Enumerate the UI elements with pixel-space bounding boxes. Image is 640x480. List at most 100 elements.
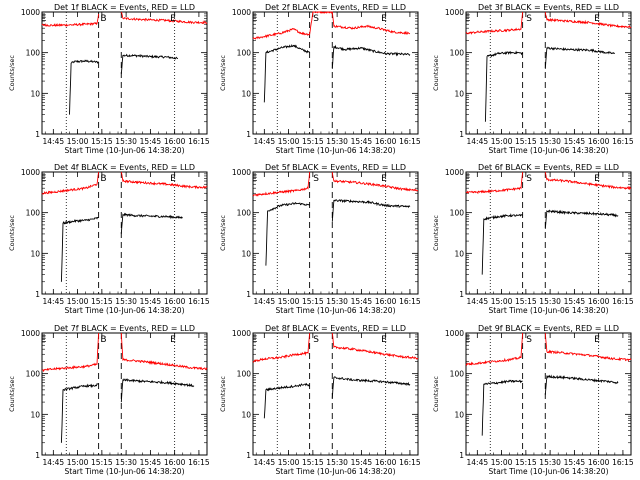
y-tick-label: 1	[459, 451, 464, 460]
y-axis-label: Counts/sec	[219, 376, 227, 412]
plot-frame	[465, 332, 632, 456]
x-axis-label: Start Time (10-Jun-06 14:38:20)	[276, 467, 396, 476]
x-tick-label: 15:30	[115, 137, 137, 146]
x-tick-label: 15:15	[515, 297, 537, 306]
event-marker-label: E	[252, 335, 258, 345]
x-axis-label: Start Time (10-Jun-06 14:38:20)	[65, 146, 185, 155]
series-lld-line	[41, 171, 208, 195]
y-tick-label: 10	[454, 89, 464, 98]
panel-title: Det 1f BLACK = Events, RED = LLD	[54, 3, 195, 12]
y-tick-label: 100	[237, 209, 252, 218]
y-tick-label: 1	[459, 290, 464, 299]
y-tick-label: 1	[35, 130, 40, 139]
x-tick-label: 15:15	[515, 137, 537, 146]
y-tick-label: 1000	[445, 8, 464, 17]
y-tick-label: 10	[454, 410, 464, 419]
y-axis-label: Counts/sec	[219, 55, 227, 91]
y-tick-label: 1000	[232, 168, 251, 177]
y-tick-label: 1	[35, 451, 40, 460]
series-events-line	[69, 53, 178, 115]
x-tick-label: 14:45	[254, 458, 276, 467]
y-tick-label: 100	[237, 370, 252, 379]
y-axis-label: Counts/sec	[8, 55, 16, 91]
x-tick-label: 15:45	[140, 297, 162, 306]
x-tick-label: 15:45	[140, 137, 162, 146]
y-tick-label: 1	[35, 290, 40, 299]
y-tick-label: 10	[241, 89, 251, 98]
x-tick-label: 15:00	[491, 137, 513, 146]
x-tick-label: 16:15	[612, 458, 634, 467]
y-tick-label: 1	[246, 290, 251, 299]
y-tick-label: 100	[26, 49, 41, 58]
y-tick-label: 1000	[445, 168, 464, 177]
event-marker-label: E	[41, 174, 47, 184]
panel-title: Det 8f BLACK = Events, RED = LLD	[265, 324, 406, 333]
x-tick-label: 16:00	[375, 137, 397, 146]
event-marker-label: E	[170, 174, 176, 184]
y-axis-label: Counts/sec	[8, 215, 16, 251]
x-tick-label: 16:00	[164, 458, 186, 467]
x-tick-label: 15:00	[67, 297, 89, 306]
x-axis-label: Start Time (10-Jun-06 14:38:20)	[65, 467, 185, 476]
panel-det-5: Det 5f BLACK = Events, RED = LLD 1 10 100 10…	[219, 163, 421, 315]
y-tick-label: 10	[30, 249, 40, 258]
x-tick-label: 16:15	[188, 297, 210, 306]
x-axis-label: Start Time (10-Jun-06 14:38:20)	[489, 146, 609, 155]
x-tick-label: 15:00	[491, 297, 513, 306]
event-marker-label: E	[41, 335, 47, 345]
panel-det-7: Det 7f BLACK = Events, RED = LLD 1 10 100 10…	[8, 324, 210, 476]
x-tick-label: 15:15	[302, 137, 324, 146]
event-marker-label: B	[100, 14, 106, 24]
series-lld-line	[465, 171, 632, 195]
series-lld-line	[252, 11, 411, 40]
y-tick-label: 100	[26, 370, 41, 379]
panel-det-2: Det 2f BLACK = Events, RED = LLD 1 10 100 10…	[219, 3, 421, 155]
x-tick-label: 14:45	[43, 297, 65, 306]
x-tick-label: 15:30	[115, 297, 137, 306]
x-tick-label: 15:15	[91, 137, 113, 146]
y-tick-label: 1	[459, 130, 464, 139]
x-tick-label: 15:00	[491, 458, 513, 467]
x-tick-label: 15:30	[539, 137, 561, 146]
y-axis-label: Counts/sec	[8, 376, 16, 412]
x-tick-label: 16:00	[164, 137, 186, 146]
y-tick-label: 10	[241, 410, 251, 419]
y-tick-label: 1000	[232, 329, 251, 338]
panel-title: Det 9f BLACK = Events, RED = LLD	[478, 324, 619, 333]
series-events-line	[60, 212, 183, 282]
event-marker-label: E	[41, 14, 47, 24]
x-tick-label: 15:45	[351, 297, 373, 306]
x-tick-label: 16:00	[164, 297, 186, 306]
plot-frame	[41, 332, 208, 456]
panel-det-1: Det 1f BLACK = Events, RED = LLD 1 10 100 10…	[8, 3, 210, 155]
panel-det-4: Det 4f BLACK = Events, RED = LLD 1 10 100 10…	[8, 163, 210, 315]
series-lld-line	[41, 332, 208, 373]
x-axis-label: Start Time (10-Jun-06 14:38:20)	[276, 306, 396, 315]
y-tick-label: 10	[241, 249, 251, 258]
y-tick-label: 10	[30, 89, 40, 98]
plot-frame	[41, 11, 208, 135]
x-axis-label: Start Time (10-Jun-06 14:38:20)	[489, 467, 609, 476]
x-tick-label: 16:15	[612, 137, 634, 146]
x-tick-label: 15:15	[91, 458, 113, 467]
x-tick-label: 15:00	[278, 458, 300, 467]
event-marker-label: E	[594, 14, 600, 24]
event-marker-label: S	[313, 335, 319, 345]
x-tick-label: 16:15	[399, 458, 421, 467]
x-tick-label: 14:45	[43, 137, 65, 146]
x-tick-label: 15:30	[326, 458, 348, 467]
y-tick-label: 10	[30, 410, 40, 419]
y-tick-label: 10	[454, 249, 464, 258]
x-tick-label: 15:45	[351, 137, 373, 146]
x-tick-label: 16:15	[399, 137, 421, 146]
event-marker-label: E	[465, 335, 471, 345]
x-tick-label: 14:45	[467, 297, 489, 306]
event-marker-label: E	[465, 14, 471, 24]
panel-title: Det 6f BLACK = Events, RED = LLD	[478, 163, 619, 172]
event-marker-label: E	[252, 14, 258, 24]
x-tick-label: 16:00	[375, 297, 397, 306]
plot-frame	[41, 171, 208, 295]
event-marker-label: E	[170, 14, 176, 24]
series-events-line	[481, 209, 619, 275]
series-events-line	[265, 199, 411, 266]
